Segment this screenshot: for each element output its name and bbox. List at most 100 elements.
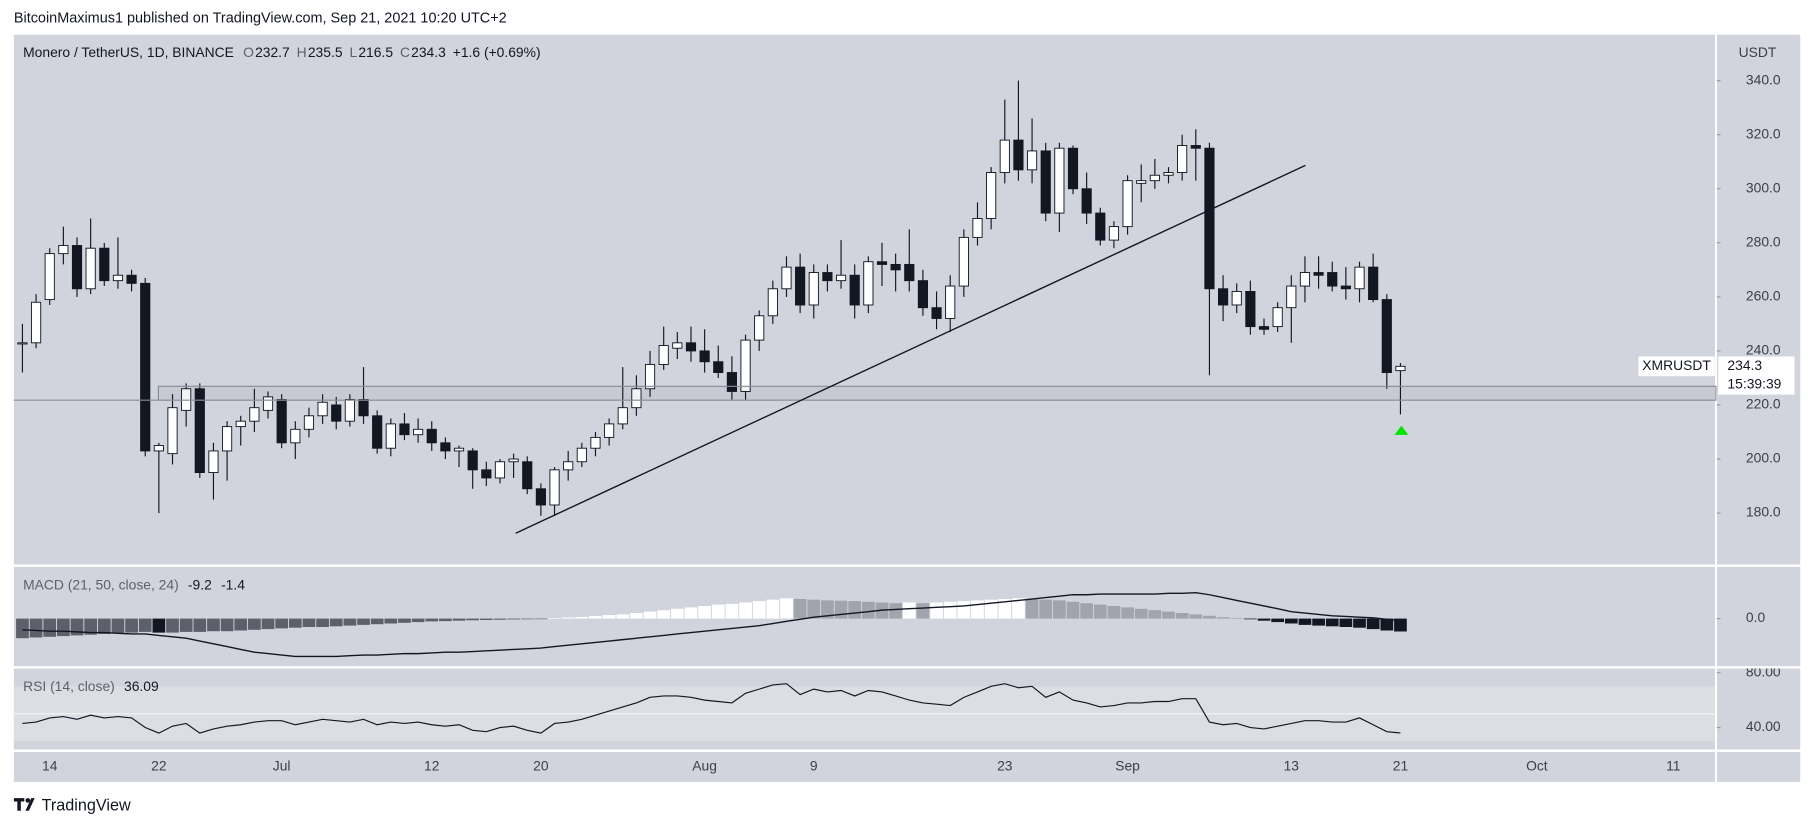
candle-body	[972, 218, 983, 238]
candle-body	[17, 342, 28, 345]
macd-histogram-bar	[507, 618, 520, 620]
candle-body	[999, 139, 1010, 174]
candle-body	[167, 407, 178, 455]
macd-histogram-bar	[1162, 611, 1175, 619]
candle-body	[453, 447, 465, 452]
candle-body	[1217, 288, 1229, 306]
macd-histogram-bar	[1257, 618, 1271, 621]
candle-body	[1313, 272, 1324, 276]
macd-histogram-bar	[984, 599, 998, 619]
macd-histogram-bar	[16, 618, 29, 639]
macd-histogram-bar	[1230, 617, 1244, 619]
macd-histogram-bar	[1244, 618, 1257, 620]
candle-body	[140, 282, 151, 452]
macd-histogram-bar	[166, 618, 179, 633]
y-tick-label: 240.0	[1746, 342, 1781, 358]
candle-body	[1395, 365, 1406, 372]
symbol-box	[1638, 356, 1715, 377]
macd-histogram-bar	[1093, 604, 1107, 619]
macd-histogram-bar	[1012, 598, 1025, 619]
candle-body	[1040, 150, 1051, 214]
candle-body	[522, 461, 533, 490]
macd-histogram-bar	[780, 598, 793, 619]
macd-histogram-bar	[657, 610, 671, 619]
macd-histogram-bar	[902, 602, 916, 619]
candle-body	[1286, 285, 1297, 309]
candle-body	[1067, 147, 1079, 190]
macd-histogram-bar	[1394, 618, 1407, 632]
macd-histogram-bar	[234, 618, 248, 631]
macd-histogram-bar	[43, 618, 57, 637]
macd-histogram-bar	[125, 618, 138, 633]
candle-body	[1272, 307, 1283, 328]
macd-histogram-bar	[384, 618, 398, 624]
macd-histogram-bar	[316, 618, 329, 627]
macd-histogram-bar	[1312, 618, 1325, 626]
candle-body	[508, 458, 519, 463]
macd-histogram-bar	[1134, 608, 1148, 619]
candle-body	[126, 274, 137, 284]
macd-histogram-bar	[1039, 599, 1053, 619]
macd-histogram-bar	[520, 618, 534, 620]
macd-histogram-bar	[357, 618, 370, 625]
y-tick-label: 280.0	[1746, 233, 1781, 249]
macd-histogram-bar	[698, 605, 711, 619]
macd-histogram-bar	[793, 598, 807, 619]
macd-histogram-bar	[111, 618, 125, 634]
candle-body	[290, 428, 301, 444]
candle-body	[699, 350, 710, 363]
macd-histogram-bar	[288, 618, 302, 628]
candle-body	[1258, 326, 1270, 330]
candle-body	[672, 342, 683, 349]
x-tick-label: 20	[533, 758, 549, 774]
y-tick-label: 200.0	[1746, 450, 1781, 466]
candle-body	[1149, 174, 1160, 182]
macd-histogram-bar	[439, 618, 452, 622]
drawings	[13, 164, 1717, 534]
macd-histogram-bar	[452, 618, 466, 621]
candle-body	[754, 315, 765, 341]
legend-change: +1.6 (+0.69%)	[453, 44, 541, 60]
legend-value: 216.5	[358, 44, 393, 60]
candle-body	[986, 172, 997, 219]
candle-body	[1327, 272, 1338, 287]
macd-histogram-bar	[725, 603, 739, 619]
macd-line-value: -1.4	[221, 576, 245, 592]
legend-letter: L	[349, 44, 357, 60]
macd-histogram-bar	[711, 604, 725, 619]
x-tick-label: Sep	[1115, 758, 1140, 774]
candle-body	[1163, 172, 1174, 176]
macd-histogram-bar	[589, 616, 602, 619]
macd-histogram-bar	[1080, 603, 1094, 619]
y-tick-label: 220.0	[1746, 396, 1781, 412]
x-tick-label: Aug	[692, 758, 717, 774]
brand-logo	[13, 798, 35, 811]
macd-histogram-bar	[1148, 610, 1162, 619]
macd-histogram-bar	[1121, 607, 1134, 619]
candle-body	[945, 285, 956, 319]
main-pane-scale	[1717, 34, 1801, 565]
time-axis-scale	[1717, 751, 1801, 782]
macd-histogram-bar	[670, 608, 684, 619]
macd-histogram-bar	[684, 607, 698, 619]
legend-value: 232.7	[255, 44, 290, 60]
candle-body	[767, 288, 778, 317]
candle-body	[208, 450, 219, 474]
candle-body	[1368, 266, 1379, 301]
x-tick-label: 22	[151, 758, 167, 774]
macd-histogram-bar	[152, 618, 166, 633]
macd-histogram-bar	[425, 618, 439, 622]
macd-histogram-bar	[889, 603, 902, 619]
macd-histogram-bar	[302, 618, 316, 627]
rsi-line	[22, 683, 1401, 734]
macd-histogram-bar	[1175, 612, 1189, 619]
candle-body	[1095, 212, 1106, 241]
candle-body	[1054, 147, 1065, 214]
candle-body	[413, 428, 424, 436]
macd-histogram-bar	[616, 614, 630, 619]
candle-body	[604, 423, 615, 438]
indicator-title: RSI (14, close)	[23, 678, 115, 694]
candle-body	[713, 361, 724, 374]
macd-histogram-bar	[1284, 618, 1298, 624]
